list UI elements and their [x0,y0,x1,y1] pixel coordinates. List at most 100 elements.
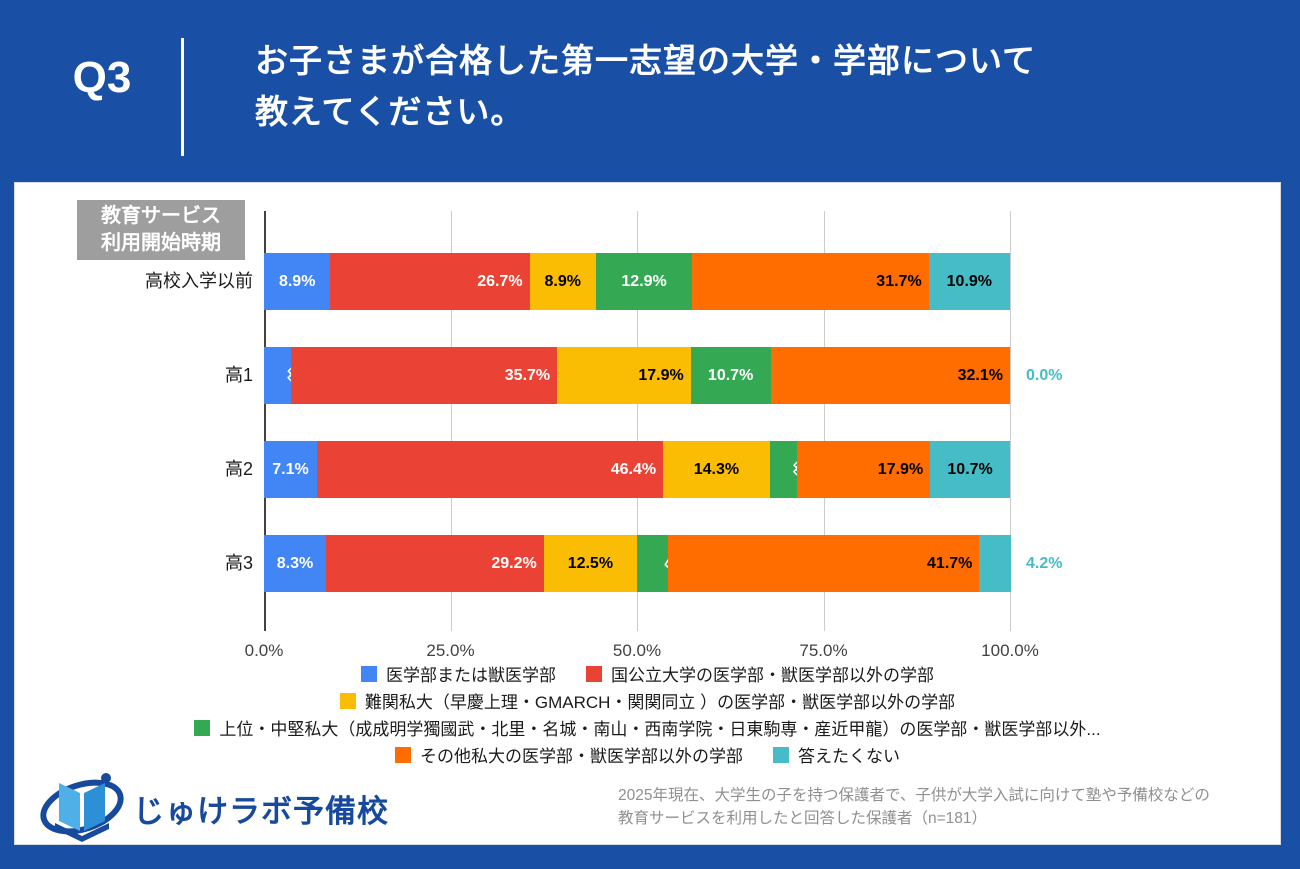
legend-item: その他私大の医学部・獣医学部以外の学部 [395,742,743,767]
segment-value-label: 12.9% [621,272,667,290]
bar-row: 3.6%35.7%17.9%10.7%32.1%0.0% [264,347,1062,404]
legend-label: 答えたくない [798,747,900,766]
segment-value-label: 10.7% [707,366,754,384]
header-divider [181,38,184,156]
segment-value-label: 29.2% [491,554,537,572]
company-logo: じゅけラボ予備校 [39,769,389,848]
bar-segment: 32.1% [770,347,1010,404]
bar-segment: 35.7% [290,347,558,404]
bar-segment: 17.9% [557,347,691,404]
x-tick-label: 50.0% [612,641,662,660]
legend-swatch [773,746,789,763]
gridline [637,211,638,631]
x-axis-tick-labels: 0.0% 25.0% 50.0% 75.0% 100.0% [245,641,1039,665]
bar-row: 8.9% 26.7% 8.9% 12.9% 31.7% 10.9% [264,253,1010,310]
gridline [450,211,452,631]
segment-value-label: 17.9% [877,460,924,478]
legend-item: 医学部または獣医学部 [361,661,556,686]
category-label: 高3 [224,553,253,573]
legend-swatch [361,665,377,682]
bar-row: 7.1%46.4%14.3%3.6%17.9%10.7% [264,441,1010,498]
segment-value-label: 8.9% [544,272,581,290]
legend-swatch [586,665,602,682]
logo-book-icon [39,769,125,848]
survey-footnote: 2025年現在、大学生の子を持つ保護者で、子供が大学入試に向けて塾や予備校などの… [618,784,1210,830]
gridline [1010,211,1011,631]
page-title-line2: 教えてください。 [255,93,525,130]
segment-value-label: 35.7% [504,366,551,384]
x-tick-label: 75.0% [799,641,848,660]
survey-footnote-line1: 2025年現在、大学生の子を持つ保護者で、子供が大学入試に向けて塾や予備校などの [618,787,1210,804]
bar-segment: 10.7% [930,441,1010,498]
segment-value-label: 7.1% [272,460,309,478]
question-number: Q3 [72,53,132,102]
category-label: 高1 [224,365,253,385]
legend-line: その他私大の医学部・獣医学部以外の学部 答えたくない [15,741,1280,768]
bar-segment [637,535,669,592]
chart-panel: 教育サービス 利用開始時期 高校入学以前 高1 高2 高3 8.9% 26.7% 8.9%… [14,182,1281,845]
legend-line: 難関私大（早慶上理・GMARCH・関関同立 ）の医学部・獣医学部以外の学部 [15,687,1280,714]
x-tick-label: 25.0% [426,641,475,660]
x-tick-label: 100.0% [981,641,1039,660]
gridline [823,211,825,631]
segment-value-label: 8.3% [276,554,314,572]
axis-note-box: 教育サービス 利用開始時期 [77,200,245,260]
bar-segment: 17.9% [796,441,931,498]
segment-value-label-outside: 0.0% [1026,367,1063,384]
bar-segment [979,535,1011,592]
bar-segment: 41.7% [668,535,980,592]
x-tick-label: 0.0% [244,641,284,660]
legend-item: 国公立大学の医学部・獣医学部以外の学部 [586,661,934,686]
legend-label: その他私大の医学部・獣医学部以外の学部 [420,747,743,766]
legend-label: 難関私大（早慶上理・GMARCH・関関同立 ）の医学部・獣医学部以外の学部 [364,693,956,712]
legend-item: 答えたくない [773,742,900,767]
bar-segment: 7.1% [264,441,317,498]
legend-line: 上位・中堅私大（成成明学獨國武・北里・名城・南山・西南学院・日東駒専・産近甲龍）… [15,714,1280,741]
legend-label: 上位・中堅私大（成成明学獨國武・北里・名城・南山・西南学院・日東駒専・産近甲龍）… [219,720,1101,739]
bar-row: 8.3%29.2%12.5%4.2%41.7%4.2% [264,535,1062,592]
bar-segment: 46.4% [316,441,664,498]
segment-value-label: 46.4% [610,460,657,478]
bar-segment [264,347,291,404]
segment-value-label: 41.7% [927,554,973,572]
segment-value-label: 31.7% [876,272,922,290]
page-title: お子さまが合格した第一志望の大学・学部について 教えてください。 [255,35,1036,137]
legend-item: 難関私大（早慶上理・GMARCH・関関同立 ）の医学部・獣医学部以外の学部 [339,688,956,713]
segment-value-label: 8.9% [278,272,316,290]
segment-value-label: 10.9% [946,272,993,290]
segment-value-label: 17.9% [638,366,684,384]
segment-value-label: 10.7% [947,460,993,478]
category-label: 高2 [224,459,253,479]
segment-value-label: 26.7% [477,272,523,290]
legend-swatch [194,719,211,736]
plot-area: 8.9%26.7%8.9%12.9%31.7%10.9%3.6%35.7%17.… [264,211,1062,631]
legend-line: 医学部または獣医学部 国公立大学の医学部・獣医学部以外の学部 [15,660,1280,687]
segment-value-label: 14.3% [693,460,740,478]
bar-segment: 14.3% [663,441,770,498]
category-label: 高校入学以前 [145,271,253,291]
bar-segment: 26.7% [330,253,530,310]
bar-segment: 8.3% [264,535,326,592]
legend-label: 医学部または獣医学部 [386,666,556,685]
legend-swatch [395,746,411,763]
logo-text: じゅけラボ予備校 [133,794,389,829]
bar-segment: 12.5% [543,535,637,592]
bar-segment: 29.2% [325,535,544,592]
axis-note-line1: 教育サービス [101,205,221,227]
gridline [264,211,266,631]
legend-item: 上位・中堅私大（成成明学獨國武・北里・名城・南山・西南学院・日東駒専・産近甲龍）… [194,715,1101,740]
bar-segment: 8.9% [529,253,596,310]
bar-segment [769,441,797,498]
legend-swatch [339,692,356,709]
page-title-line1: お子さまが合格した第一志望の大学・学部について [255,42,1037,79]
bar-segment: 31.7% [692,253,929,310]
bar-segment: 10.9% [928,253,1010,310]
segment-value-label-outside: 4.2% [1026,555,1063,572]
segment-value-label: 12.5% [567,554,614,572]
survey-footnote-line2: 教育サービスを利用したと回答した保護者（n=181） [618,810,988,827]
bar-segment: 12.9% [595,253,693,310]
bar-segment: 10.7% [690,347,771,404]
legend-label: 国公立大学の医学部・獣医学部以外の学部 [611,666,934,685]
segment-value-label: 32.1% [957,366,1003,384]
